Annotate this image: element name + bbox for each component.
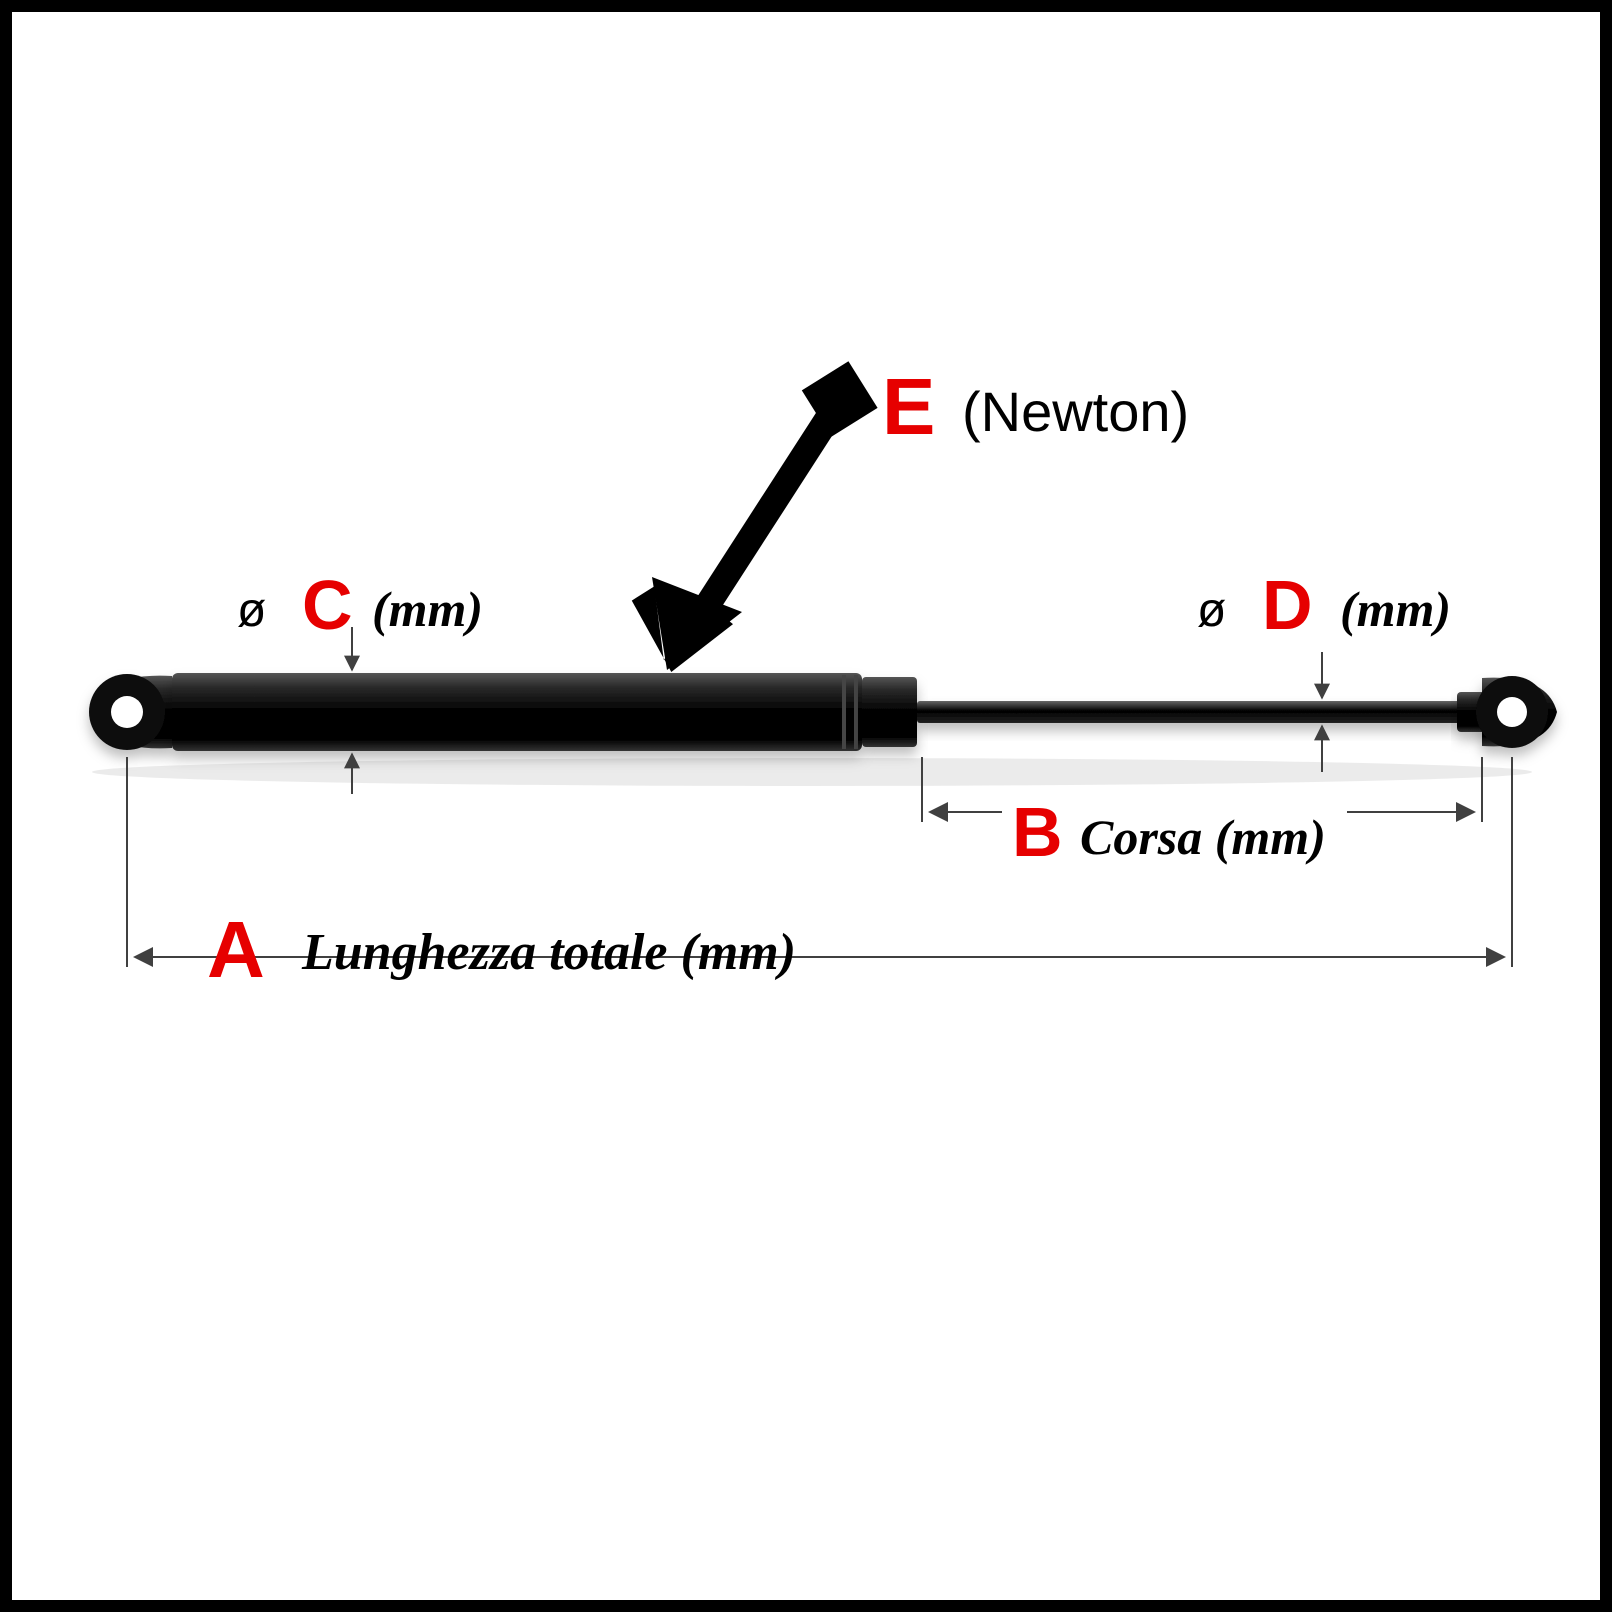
cylinder-body [172,673,862,751]
label-d-unit: (mm) [1340,584,1451,634]
right-eyelet [1476,676,1557,748]
label-a-desc: Lunghezza totale (mm) [302,927,796,979]
diagram-frame: E (Newton) ø C (mm) ø D (mm) B Corsa (mm… [0,0,1612,1612]
label-c-letter: C [302,570,353,640]
left-eyelet [89,674,172,750]
label-e-unit: (Newton) [962,384,1189,440]
label-e-letter: E [882,367,935,447]
label-c-diameter-symbol: ø [237,587,266,635]
collar [862,677,917,747]
force-arrow [629,361,877,674]
label-c-unit: (mm) [372,584,483,634]
label-a-letter: A [207,910,265,990]
piston-rod [917,701,1462,723]
label-b-desc: Corsa (mm) [1080,812,1326,862]
gas-strut-diagram [12,12,1612,1624]
label-b-letter: B [1012,797,1063,867]
label-d-letter: D [1262,570,1313,640]
shadow [92,758,1532,786]
label-d-diameter-symbol: ø [1197,587,1226,635]
